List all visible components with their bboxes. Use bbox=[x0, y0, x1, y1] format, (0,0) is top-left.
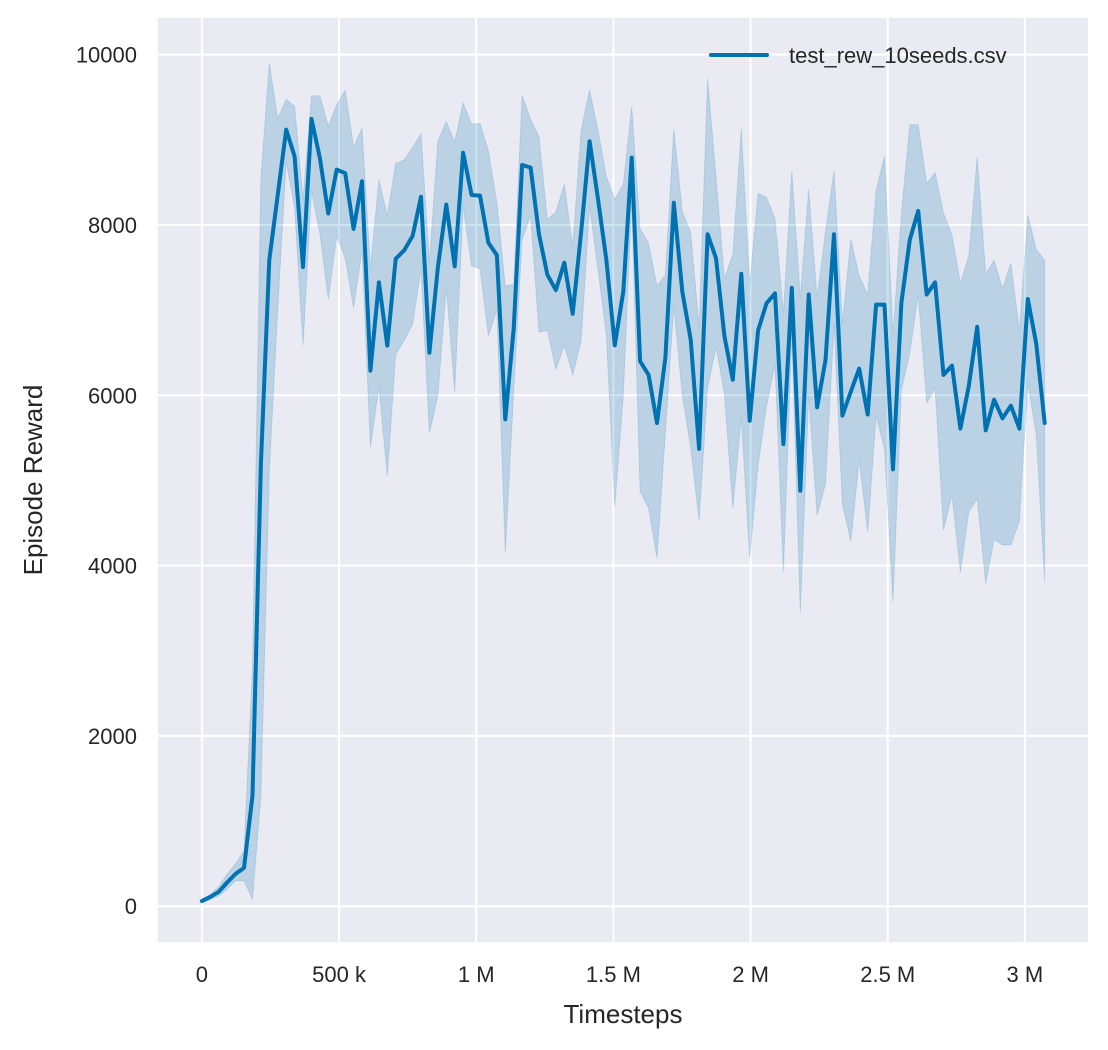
y-tick-label: 8000 bbox=[88, 213, 137, 238]
y-axis-ticks: 0 2000 4000 6000 8000 10000 bbox=[76, 43, 137, 920]
x-tick-label: 3 M bbox=[1007, 962, 1044, 987]
y-tick-label: 0 bbox=[125, 894, 137, 919]
x-tick-label: 2 M bbox=[732, 962, 769, 987]
x-tick-label: 1.5 M bbox=[586, 962, 641, 987]
legend-label: test_rew_10seeds.csv bbox=[789, 43, 1007, 68]
x-tick-label: 1 M bbox=[458, 962, 495, 987]
y-tick-label: 2000 bbox=[88, 724, 137, 749]
x-tick-label: 2.5 M bbox=[860, 962, 915, 987]
plot-area bbox=[158, 18, 1088, 942]
y-tick-label: 10000 bbox=[76, 43, 137, 68]
x-tick-label: 0 bbox=[196, 962, 208, 987]
x-axis-label: Timesteps bbox=[564, 999, 683, 1029]
series-lines bbox=[199, 116, 1047, 904]
y-tick-label: 4000 bbox=[88, 554, 137, 579]
y-tick-label: 6000 bbox=[88, 383, 137, 408]
x-tick-label: 500 k bbox=[312, 962, 367, 987]
y-axis-label: Episode Reward bbox=[18, 385, 48, 576]
gridlines bbox=[158, 18, 1088, 942]
x-axis-ticks: 0 500 k 1 M 1.5 M 2 M 2.5 M 3 M bbox=[196, 962, 1043, 987]
legend: test_rew_10seeds.csv bbox=[709, 43, 1007, 68]
